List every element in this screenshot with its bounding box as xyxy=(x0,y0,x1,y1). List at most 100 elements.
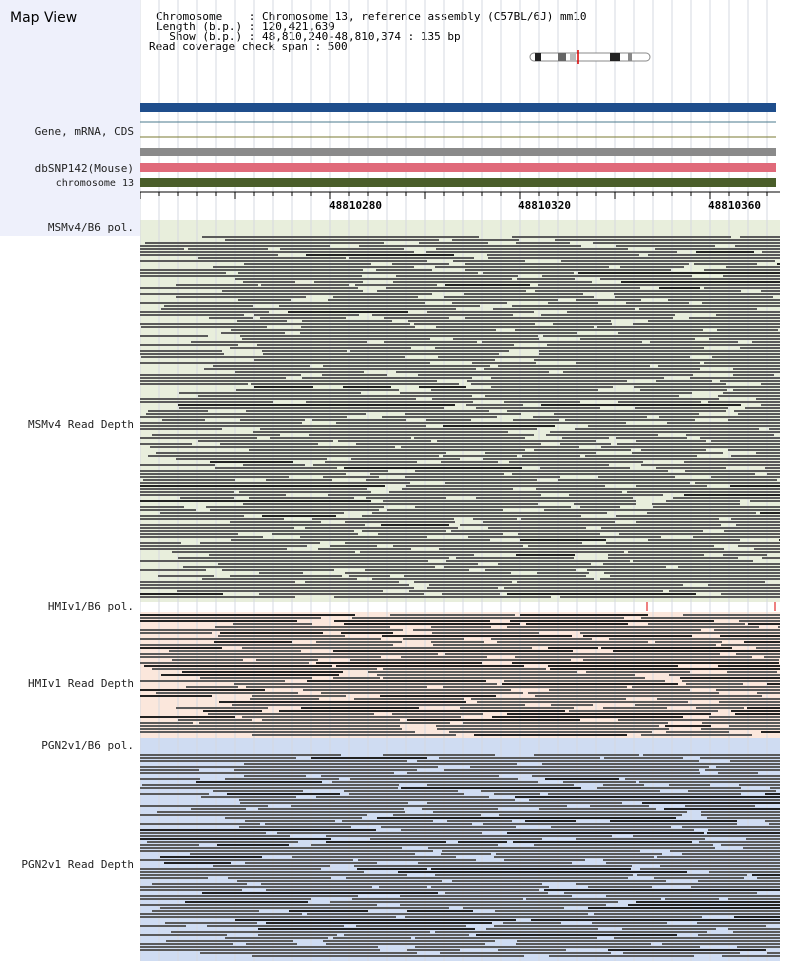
read-bar xyxy=(467,380,627,382)
read-bar xyxy=(635,407,728,409)
read-bar xyxy=(140,904,377,906)
read-bar xyxy=(350,778,518,780)
pgn-pol-label: PGN2v1/B6 pol. xyxy=(41,739,134,752)
read-bar xyxy=(362,530,446,532)
read-bar xyxy=(738,413,780,415)
read-bar xyxy=(633,835,780,837)
read-bar xyxy=(140,524,365,526)
read-bar xyxy=(628,551,780,553)
read-bar xyxy=(344,934,469,936)
read-bar xyxy=(140,416,347,418)
read-bar xyxy=(383,677,645,679)
read-bar xyxy=(608,554,704,556)
read-bar xyxy=(359,245,581,247)
read-bar xyxy=(708,584,780,586)
read-bar xyxy=(230,521,321,523)
read-bar xyxy=(433,811,687,813)
read-bar xyxy=(140,491,234,493)
read-bar xyxy=(669,674,780,676)
read-bar xyxy=(483,272,574,274)
read-bar xyxy=(730,485,780,487)
genome-browser-plot[interactable] xyxy=(140,0,780,961)
read-bar xyxy=(483,823,737,825)
read-bar xyxy=(590,805,649,807)
read-bar xyxy=(277,832,482,834)
read-bar xyxy=(655,248,780,250)
read-bar xyxy=(258,934,337,936)
read-bar xyxy=(636,440,706,442)
read-bar xyxy=(140,728,402,730)
read-bar xyxy=(709,716,780,718)
read-bar xyxy=(548,793,741,795)
read-bar xyxy=(691,886,780,888)
read-bar xyxy=(140,757,296,759)
read-bar xyxy=(534,844,713,846)
read-bar xyxy=(498,365,650,367)
read-bar xyxy=(498,949,566,951)
read-bar xyxy=(767,683,780,685)
read-bar xyxy=(259,593,424,595)
read-bar xyxy=(533,416,647,418)
read-bar xyxy=(164,305,253,307)
read-bar xyxy=(272,533,358,535)
read-bar xyxy=(562,437,609,439)
read-bar xyxy=(140,383,248,385)
read-bar xyxy=(140,647,222,649)
read-bar xyxy=(727,671,777,673)
read-bar xyxy=(662,943,780,945)
read-bar xyxy=(140,581,295,583)
read-bar xyxy=(258,928,475,930)
read-bar xyxy=(358,859,476,861)
read-bar xyxy=(719,701,780,703)
read-bar xyxy=(230,575,342,577)
read-bar xyxy=(225,778,339,780)
read-bar xyxy=(379,886,427,888)
read-bar xyxy=(441,853,491,855)
read-bar xyxy=(230,347,411,349)
read-bar xyxy=(140,838,331,840)
read-bar xyxy=(357,868,427,870)
read-bar xyxy=(481,790,660,792)
read-bar xyxy=(633,323,780,325)
read-bar xyxy=(140,584,409,586)
read-bar xyxy=(140,548,287,550)
read-bar xyxy=(217,844,289,846)
read-bar xyxy=(218,635,345,637)
read-bar xyxy=(140,946,378,948)
read-bar xyxy=(444,566,666,568)
read-bar xyxy=(761,404,780,406)
read-bar xyxy=(615,296,773,298)
read-bar xyxy=(140,344,238,346)
read-bar xyxy=(639,308,757,310)
read-bar xyxy=(739,620,780,622)
read-bar xyxy=(711,440,780,442)
read-bar xyxy=(140,380,437,382)
read-bar xyxy=(140,769,199,771)
read-bar xyxy=(623,952,740,954)
read-bar xyxy=(522,455,580,457)
read-bar xyxy=(240,419,305,421)
read-bar xyxy=(465,317,673,319)
read-bar xyxy=(407,772,700,774)
read-bar xyxy=(291,805,567,807)
read-bar xyxy=(532,775,780,777)
read-bar xyxy=(696,707,744,709)
read-bar xyxy=(614,293,780,295)
read-bar xyxy=(427,587,498,589)
read-bar xyxy=(240,335,538,337)
read-bar xyxy=(236,389,399,391)
read-bar xyxy=(583,635,692,637)
read-bar xyxy=(728,419,780,421)
read-bar xyxy=(326,943,485,945)
read-bar xyxy=(476,407,600,409)
read-bar xyxy=(764,656,780,658)
read-bar xyxy=(720,380,780,382)
read-bar xyxy=(576,838,705,840)
read-bar xyxy=(473,518,517,520)
read-bar xyxy=(238,299,291,301)
read-bar xyxy=(735,245,780,247)
read-bar xyxy=(140,895,358,897)
read-bar xyxy=(249,449,525,451)
read-bar xyxy=(761,731,780,733)
read-bar xyxy=(146,413,366,415)
